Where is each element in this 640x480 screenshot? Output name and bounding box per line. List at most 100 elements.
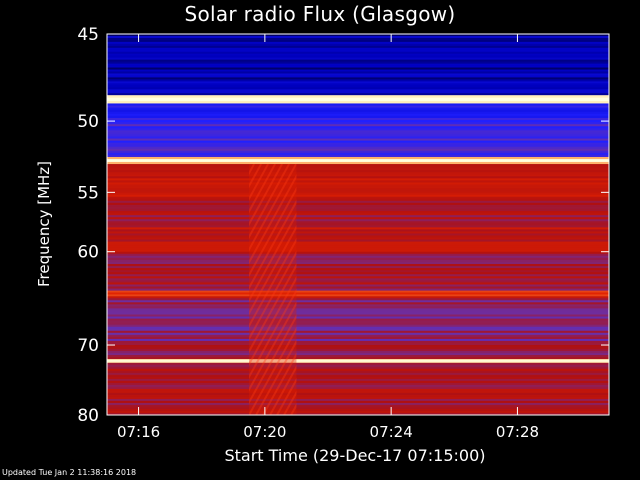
spectrum-band-row (107, 202, 609, 206)
spectrum-band-row (107, 227, 609, 230)
spectrum-band-row (107, 261, 609, 265)
spectrum-band-row (107, 85, 609, 88)
heatmap-image (107, 34, 609, 416)
x-axis-label: Start Time (29-Dec-17 07:15:00) (224, 446, 486, 465)
spectrum-band-row (107, 170, 609, 173)
spectrum-band-row (107, 243, 609, 247)
emission-stripe (249, 237, 297, 328)
emission-stripe (249, 186, 297, 278)
spectrum-band-row (107, 249, 609, 253)
spectrum-band-row (107, 53, 609, 57)
emission-stripe (249, 164, 290, 239)
spectrum-band-row (107, 101, 609, 104)
spectrum-band-row (107, 43, 609, 47)
spectrum-band-row (107, 368, 609, 372)
spectrum-band-row (107, 353, 609, 356)
spectrum-band-row (107, 396, 609, 400)
spectrum-band-row (107, 61, 609, 65)
spectrum-band-row (107, 382, 609, 386)
spectrum-band-row (107, 302, 609, 305)
spectrum-band-row (107, 268, 609, 271)
emission-stripe (249, 250, 297, 341)
spectrum-band-row (107, 166, 609, 169)
spectrum-band-row (107, 122, 609, 125)
spectrum-band-row (107, 241, 609, 245)
bright-band-core (107, 97, 609, 101)
spectrum-band-row (107, 172, 609, 175)
spectrum-band-row (107, 406, 609, 410)
emission-stripe (249, 301, 297, 392)
y-tick-label: 70 (77, 336, 99, 356)
spectrum-band-row (107, 290, 609, 293)
spectrum-band-row (107, 336, 609, 340)
x-tick-label: 07:20 (243, 423, 286, 441)
spectrum-band-row (107, 83, 609, 86)
spectrum-band-row (107, 294, 609, 297)
spectrum-band-row (107, 351, 609, 354)
spectrum-band-row (107, 142, 609, 146)
spectrum-band-row (107, 284, 609, 287)
enhanced-emission-region (249, 164, 297, 415)
emission-stripe (249, 326, 297, 415)
spectrum-band-row (107, 384, 609, 388)
y-axis: 45 50 55 60 70 80 (77, 25, 609, 426)
spectrum-band-row (107, 255, 609, 259)
spectrum-band-row (107, 320, 609, 324)
spectrum-band-row (107, 91, 609, 94)
spectrum-band-row (107, 49, 609, 53)
spectrum-band-row (107, 182, 609, 185)
spectrum-band-row (107, 113, 609, 117)
spectrum-band-row (107, 292, 609, 295)
spectrum-band-row (107, 272, 609, 275)
emission-stripe (262, 352, 297, 415)
spectrum-band-row (107, 215, 609, 218)
spectrum-band-row (107, 274, 609, 277)
spectrum-band-row (107, 204, 609, 208)
spectrum-band-row (107, 107, 609, 111)
spectrum-band-row (107, 338, 609, 342)
emission-stripe (255, 339, 297, 415)
spectrum-band-row (107, 146, 609, 150)
emission-stripe (249, 212, 297, 303)
spectrum-band-row (107, 286, 609, 289)
spectrum-band-row (107, 392, 609, 396)
spectrum-band-row (107, 251, 609, 255)
spectrum-band-row (107, 233, 609, 236)
spectrum-band-row (107, 73, 609, 76)
spectrum-band-row (107, 144, 609, 148)
spectrum-band-row (107, 386, 609, 390)
spectrum-band-row (107, 342, 609, 346)
spectrum-band-row (107, 156, 609, 160)
spectrum-band-row (107, 398, 609, 402)
spectrum-band-row (107, 390, 609, 394)
spectrum-band-row (107, 211, 609, 214)
spectrum-band-row (107, 318, 609, 322)
spectrum-band-row (107, 360, 609, 364)
emission-stripe (249, 164, 283, 227)
spectrum-band-row (107, 192, 609, 196)
spectrum-band-row (107, 347, 609, 350)
spectrum-band-row (107, 188, 609, 191)
spectrum-band-row (107, 63, 609, 66)
spectrum-band-row (107, 278, 609, 281)
emission-stripe (249, 288, 297, 379)
spectrum-band-row (107, 374, 609, 378)
spectrum-band-row (107, 176, 609, 179)
spectrum-band-row (107, 270, 609, 273)
spectrum-band-row (107, 41, 609, 45)
x-tick-label: 07:24 (370, 423, 413, 441)
spectrum-band-row (107, 180, 609, 183)
updated-timestamp: Updated Tue Jan 2 11:38:16 2018 (2, 468, 137, 477)
spectrum-band-row (107, 35, 609, 39)
spectrum-band-row (107, 190, 609, 194)
spectrum-band-row (107, 257, 609, 261)
spectrum-band-row (107, 140, 609, 144)
spectrum-band-row (107, 132, 609, 135)
spectrum-band-row (107, 310, 609, 313)
spectrum-band-row (107, 47, 609, 51)
spectrum-band-row (107, 219, 609, 222)
spectrum-band-row (107, 128, 609, 131)
spectrum-band-row (107, 117, 609, 121)
spectrum-band-row (107, 330, 609, 334)
